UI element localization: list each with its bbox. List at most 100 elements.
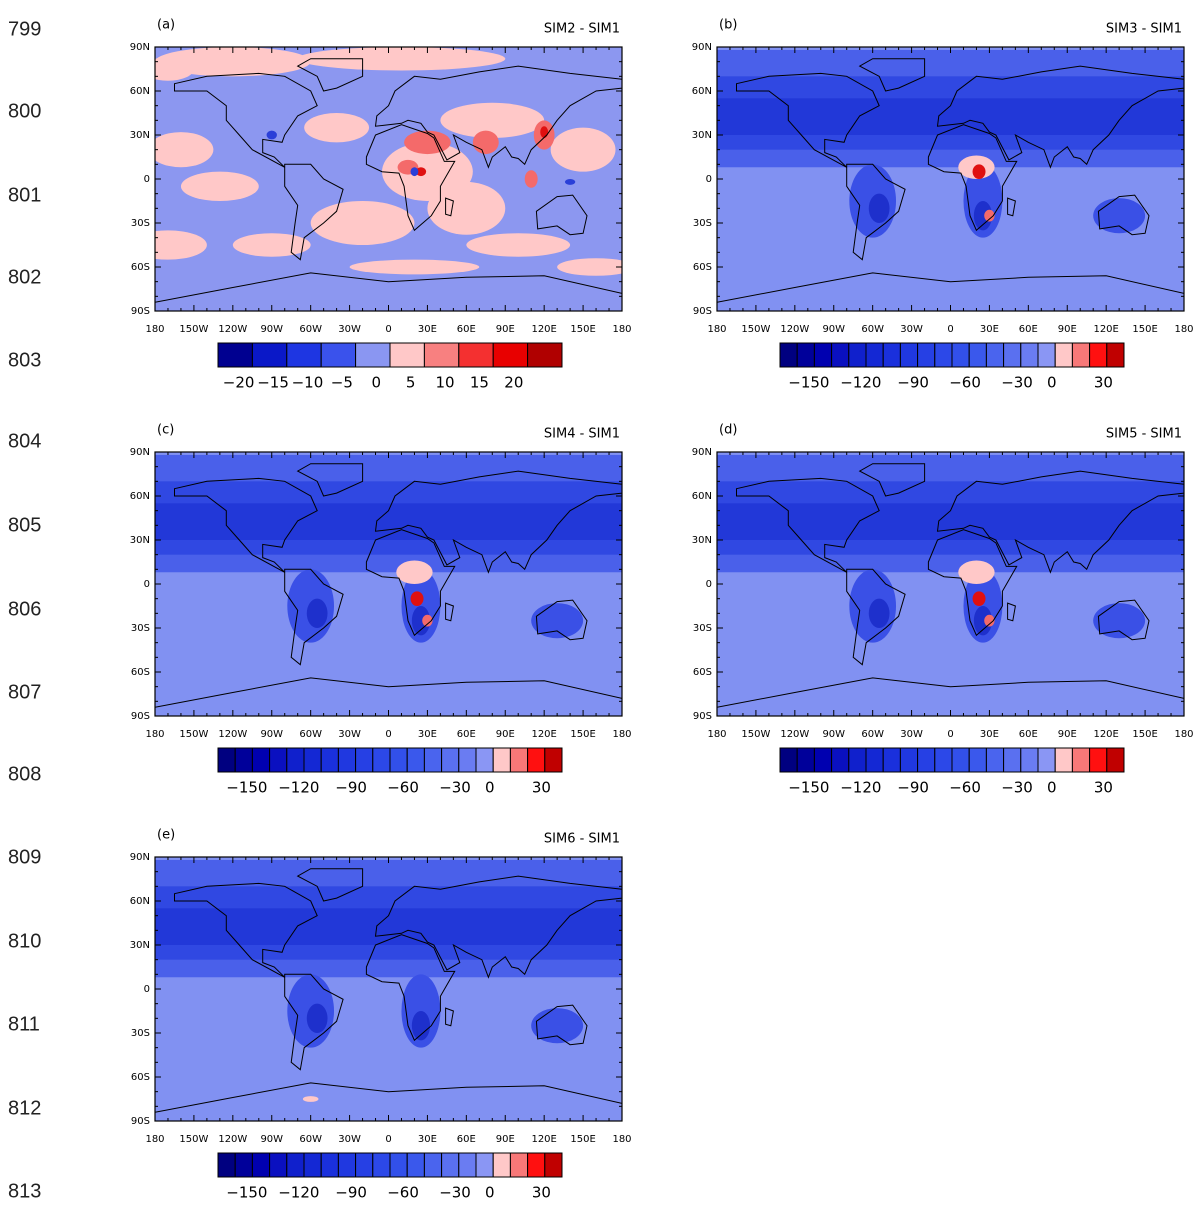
colorbar-box [865,747,884,773]
shade [472,130,499,155]
colorbar-label: −30 [439,1184,471,1202]
colorbar-label: −60 [949,374,981,392]
shade [958,560,995,584]
shade [396,560,433,584]
colorbar-box [492,342,529,368]
lat-label: 90S [131,1116,150,1127]
lat-label: 30N [130,535,150,546]
lat-label: 30S [131,1028,150,1039]
shade [155,908,622,945]
lon-label: 30E [980,729,999,740]
lon-label: 30W [900,324,923,335]
colorbar-label: −150 [226,1184,267,1202]
shade [564,179,576,185]
colorbar-box [441,1152,460,1178]
colorbar-box [1037,747,1056,773]
colorbar-box [355,342,391,368]
colorbar-label: −10 [292,374,324,392]
lon-label: 120E [531,1134,556,1145]
shade [868,193,890,223]
line-number: 808 [8,763,41,785]
coastline [535,194,588,236]
lon-label: 30W [338,324,361,335]
lat-label: 90N [130,852,150,863]
lon-label: 180 [612,324,631,335]
lon-label: 60W [299,729,322,740]
lon-label: 90W [260,1134,283,1145]
coastline [296,463,364,497]
panel-label: (a) [157,18,175,33]
colorbar-box [217,747,236,773]
shade [415,167,427,177]
colorbar-box [406,747,425,773]
colorbar-box [779,747,798,773]
lon-label: 0 [385,1134,391,1145]
coastline [284,163,344,261]
lat-label: 90N [130,42,150,53]
coastline [858,463,926,497]
colorbar-box [303,747,322,773]
colorbar-box [934,747,953,773]
lon-label: 150W [179,1134,208,1145]
lat-label: 30N [692,535,712,546]
colorbar-box [320,1152,339,1178]
colorbar-box [355,1152,374,1178]
colorbar-label: −120 [840,374,881,392]
shade [984,614,995,627]
lon-label: 60E [457,1134,476,1145]
coastline [1097,194,1150,236]
colorbar-box [1037,342,1056,368]
shade [550,127,616,172]
lon-label: 60W [861,324,884,335]
colorbar-box [813,342,833,368]
panel-label: (b) [719,18,737,33]
lon-label: 30E [980,324,999,335]
panel: 90N 60N 30N 0 30S 60S 90S 180 150W 120W 90W 60W 30W 0… [130,423,632,797]
colorbar-box [779,342,798,368]
lon-label: 180 [707,729,726,740]
colorbar-box [831,342,850,368]
shade [973,201,993,231]
colorbar-box [251,747,271,773]
colorbar-box [251,1152,271,1178]
shade [557,258,622,276]
shade [540,126,549,138]
colorbar-box [968,747,987,773]
shade [973,606,993,636]
colorbar-box [865,342,884,368]
lon-label: 120W [218,1134,247,1145]
lat-label: 60S [131,1072,150,1083]
lon-label: 180 [612,1134,631,1145]
coastline [296,58,364,92]
shade [306,598,328,628]
coastline [365,529,456,637]
colorbar-box [899,342,919,368]
colorbar-box [337,747,357,773]
colorbar-label: −15 [257,374,289,392]
colorbar-box [337,1152,357,1178]
colorbar-box [423,1152,443,1178]
shade [411,606,431,636]
lon-label: 0 [947,729,953,740]
colorbar-box [796,342,815,368]
colorbar-label: −150 [226,779,267,797]
line-number: 812 [8,1097,41,1119]
line-number: 811 [8,1013,40,1035]
lon-label: 120W [780,324,809,335]
lon-label: 90W [260,324,283,335]
colorbar-box [217,1152,236,1178]
coastline [445,602,454,622]
lon-label: 60W [299,324,322,335]
colorbar-label: 0 [485,779,495,797]
colorbar-box [355,747,374,773]
colorbar-label: −60 [387,1184,419,1202]
panel: 90N 60N 30N 0 30S 60S 90S 180 150W 120W 90W 60W 30W 0… [692,423,1194,797]
line-number: 802 [8,266,41,288]
lon-label: 90E [1058,324,1077,335]
lon-label: 150E [570,729,595,740]
colorbar-box [269,1152,288,1178]
colorbar-box [934,342,953,368]
colorbar-box [917,747,936,773]
colorbar-label: −90 [335,779,367,797]
lon-label: 120E [531,729,556,740]
